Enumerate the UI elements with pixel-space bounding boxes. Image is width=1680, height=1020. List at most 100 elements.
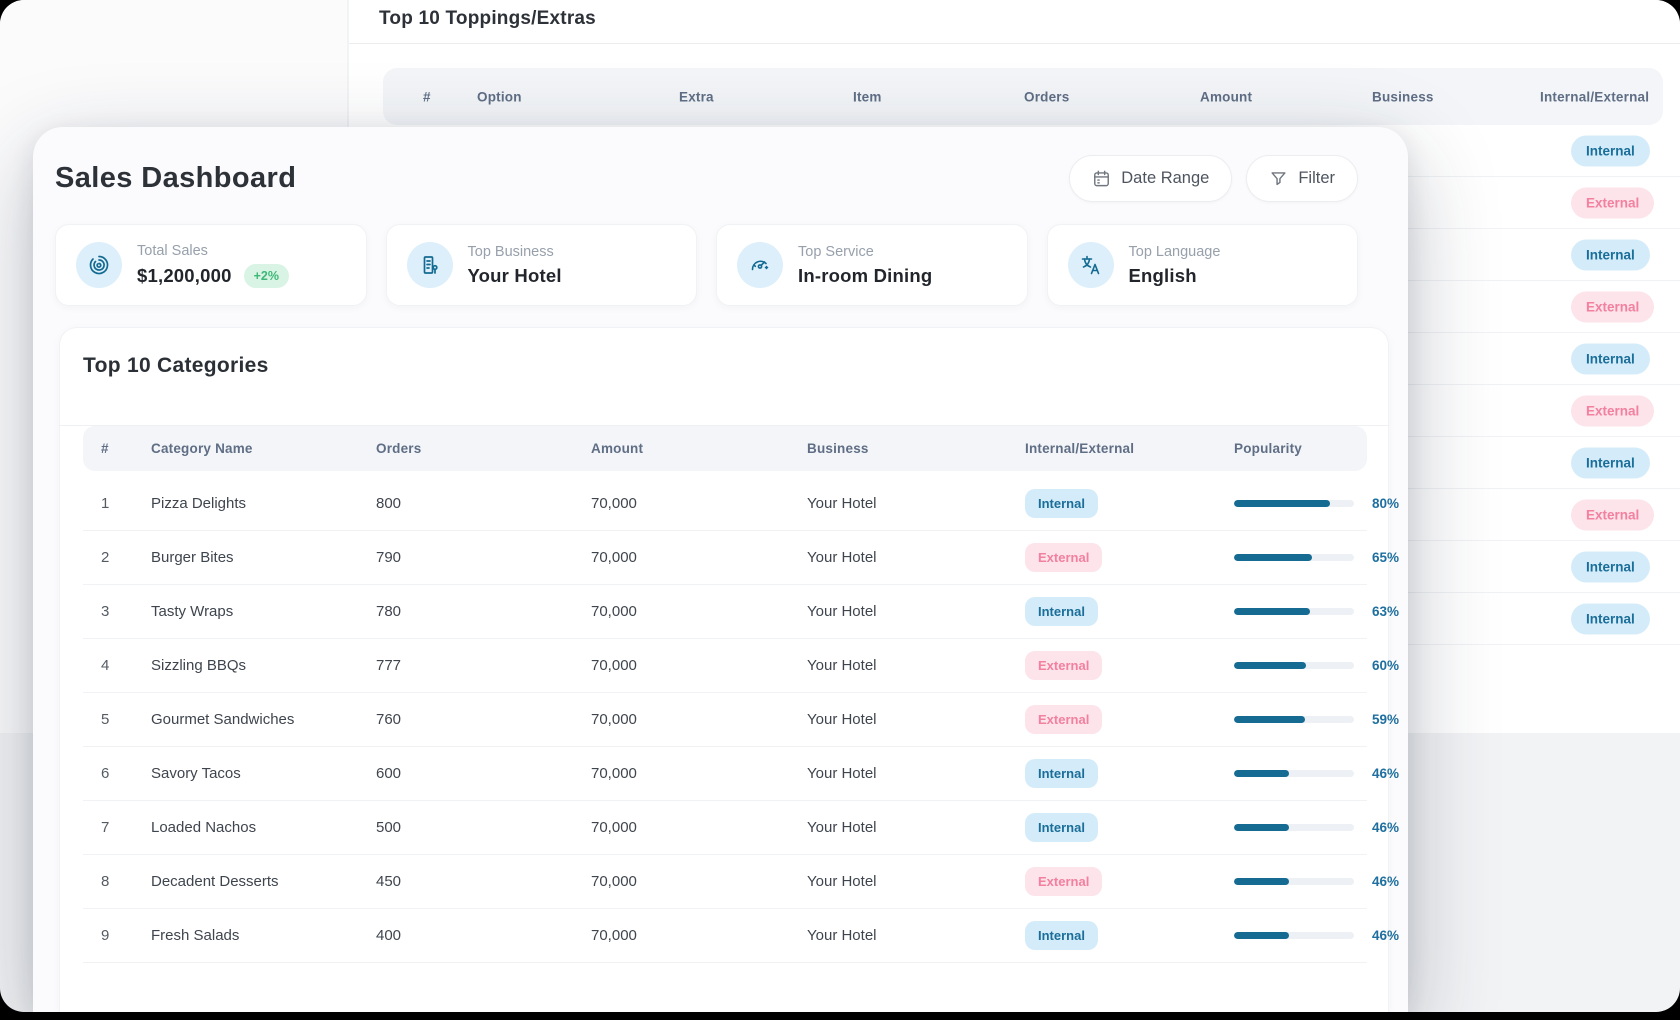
column-header: Internal/External xyxy=(1025,441,1135,456)
internal-external-badge: Internal xyxy=(1571,135,1650,166)
background-table-header: # Option Extra Item Orders Amount Business Inte… xyxy=(383,68,1663,125)
orders-cell: 500 xyxy=(376,819,402,836)
popularity-bar-track xyxy=(1234,716,1354,723)
internal-external-cell: External xyxy=(1025,543,1234,572)
stat-card-total-sales: Total Sales $1,200,000 +2% xyxy=(55,224,367,306)
popularity-cell: 46% xyxy=(1234,928,1399,943)
business-cell: Your Hotel xyxy=(807,927,877,944)
category-name-cell: Pizza Delights xyxy=(151,495,247,512)
popularity-cell: 46% xyxy=(1234,874,1399,889)
internal-external-badge: External xyxy=(1025,651,1103,680)
header-actions: Date Range Filter xyxy=(1069,155,1358,202)
stat-value: $1,200,000 xyxy=(137,264,232,286)
orders-cell: 777 xyxy=(376,657,402,674)
popularity-cell: 46% xyxy=(1234,766,1399,781)
filter-icon xyxy=(1269,169,1288,188)
amount-cell: 70,000 xyxy=(591,819,637,836)
table-row: 8 Decadent Desserts 450 70,000 Your Hotel Ext… xyxy=(83,855,1399,909)
internal-external-cell: Internal xyxy=(1025,813,1234,842)
column-header: Amount xyxy=(591,441,644,456)
column-header: Orders xyxy=(376,441,422,456)
table-row: 9 Fresh Salads 400 70,000 Your Hotel Internal… xyxy=(83,909,1399,963)
popularity-bar-track xyxy=(1234,878,1354,885)
table-row: 3 Tasty Wraps 780 70,000 Your Hotel Internal 6… xyxy=(83,585,1399,639)
room-service-icon xyxy=(737,242,783,288)
stat-value: English xyxy=(1128,264,1197,286)
stat-label: Top Business xyxy=(467,243,554,260)
internal-external-cell: Internal xyxy=(1025,489,1234,518)
background-column-header: Item xyxy=(853,89,882,104)
popularity-bar-fill xyxy=(1234,608,1310,615)
categories-table-header: # Category Name Orders Amount Business Intern… xyxy=(83,426,1367,471)
background-column-header: # xyxy=(423,89,431,104)
orders-cell: 450 xyxy=(376,873,402,890)
background-column-header: Internal/External xyxy=(1540,89,1650,104)
popularity-bar-fill xyxy=(1234,878,1290,885)
popularity-cell: 59% xyxy=(1234,712,1399,727)
top-categories-section: Top 10 Categories # Category Name Orders Am… xyxy=(59,327,1399,1012)
popularity-bar-track xyxy=(1234,500,1354,507)
category-name-cell: Sizzling BBQs xyxy=(151,657,247,674)
popularity-bar-track xyxy=(1234,662,1354,669)
table-row: 6 Savory Tacos 600 70,000 Your Hotel Internal… xyxy=(83,747,1399,801)
popularity-cell: 63% xyxy=(1234,604,1399,619)
table-row: 5 Gourmet Sandwiches 760 70,000 Your Hotel Ex… xyxy=(83,693,1399,747)
category-name-cell: Gourmet Sandwiches xyxy=(151,711,295,728)
table-row: 4 Sizzling BBQs 777 70,000 Your Hotel Externa… xyxy=(83,639,1399,693)
business-cell: Your Hotel xyxy=(807,765,877,782)
business-cell: Your Hotel xyxy=(807,495,877,512)
amount-cell: 70,000 xyxy=(591,495,637,512)
internal-external-badge: Internal xyxy=(1025,759,1098,788)
internal-external-badge: Internal xyxy=(1571,239,1650,270)
business-cell: Your Hotel xyxy=(807,549,877,566)
popularity-bar-fill xyxy=(1234,932,1290,939)
row-index: 5 xyxy=(101,711,110,728)
internal-external-badge: External xyxy=(1025,543,1103,572)
popularity-bar-fill xyxy=(1234,662,1306,669)
amount-cell: 70,000 xyxy=(591,873,637,890)
table-row: 7 Loaded Nachos 500 70,000 Your Hotel Interna… xyxy=(83,801,1399,855)
date-range-label: Date Range xyxy=(1121,169,1210,187)
internal-external-badge: External xyxy=(1571,291,1655,322)
calendar-icon xyxy=(1092,169,1111,188)
stat-card-top-business: Top Business Your Hotel xyxy=(385,224,697,306)
internal-external-badge: Internal xyxy=(1025,489,1098,518)
orders-cell: 800 xyxy=(376,495,402,512)
filter-label: Filter xyxy=(1298,169,1335,187)
sales-dashboard-modal: Sales Dashboard Date Range xyxy=(33,127,1408,1012)
popularity-percent: 59% xyxy=(1371,712,1399,727)
internal-external-badge: External xyxy=(1571,187,1655,218)
internal-external-badge: Internal xyxy=(1571,343,1650,374)
delta-badge: +2% xyxy=(243,263,289,288)
stat-value: In-room Dining xyxy=(798,264,933,286)
column-header: Category Name xyxy=(151,441,253,456)
internal-external-cell: Internal xyxy=(1025,597,1234,626)
popularity-bar-fill xyxy=(1234,554,1312,561)
filter-button[interactable]: Filter xyxy=(1246,155,1358,202)
row-index: 3 xyxy=(101,603,110,620)
internal-external-cell: Internal xyxy=(1025,759,1234,788)
page-title: Sales Dashboard xyxy=(55,162,297,194)
stat-label: Top Language xyxy=(1128,243,1221,260)
category-name-cell: Decadent Desserts xyxy=(151,873,279,890)
internal-external-badge: Internal xyxy=(1025,813,1098,842)
internal-external-cell: Internal xyxy=(1025,921,1234,950)
orders-cell: 760 xyxy=(376,711,402,728)
business-cell: Your Hotel xyxy=(807,711,877,728)
popularity-cell: 80% xyxy=(1234,496,1399,511)
orders-cell: 780 xyxy=(376,603,402,620)
date-range-button[interactable]: Date Range xyxy=(1069,155,1233,202)
divider xyxy=(60,425,1388,426)
popularity-bar-fill xyxy=(1234,824,1290,831)
internal-external-badge: Internal xyxy=(1571,551,1650,582)
background-column-header: Orders xyxy=(1024,89,1070,104)
stat-label: Total Sales xyxy=(137,242,208,259)
amount-cell: 70,000 xyxy=(591,603,637,620)
amount-cell: 70,000 xyxy=(591,549,637,566)
category-name-cell: Burger Bites xyxy=(151,549,234,566)
internal-external-badge: External xyxy=(1025,705,1103,734)
popularity-percent: 46% xyxy=(1371,874,1399,889)
row-index: 9 xyxy=(101,927,110,944)
background-column-header: Amount xyxy=(1200,89,1253,104)
internal-external-badge: External xyxy=(1025,867,1103,896)
